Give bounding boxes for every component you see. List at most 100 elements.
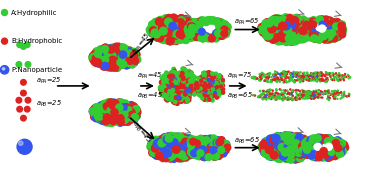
Point <box>187 141 194 144</box>
Point <box>330 140 336 143</box>
Point <box>307 95 313 98</box>
Point <box>314 72 321 75</box>
Point <box>220 88 226 91</box>
Point <box>263 76 269 79</box>
Point <box>303 150 309 153</box>
Point <box>153 154 160 157</box>
Point <box>195 28 201 30</box>
Point <box>304 27 310 30</box>
Point <box>171 94 177 96</box>
Point <box>274 34 280 37</box>
Point <box>282 80 288 83</box>
Point <box>333 25 339 28</box>
Point <box>131 56 137 59</box>
Point <box>192 142 198 144</box>
Point <box>329 32 335 35</box>
Point <box>126 113 132 115</box>
Point <box>274 25 280 28</box>
Point <box>101 103 107 106</box>
Point <box>308 154 314 157</box>
Point <box>267 72 273 75</box>
Point <box>174 72 180 75</box>
Point <box>122 62 128 65</box>
Point <box>163 80 169 83</box>
Point <box>322 92 328 95</box>
Point <box>279 98 285 100</box>
Point <box>333 140 339 143</box>
Point <box>211 149 217 152</box>
Point <box>160 146 166 149</box>
Point <box>316 23 322 26</box>
Point <box>168 71 174 74</box>
Point <box>312 151 318 153</box>
Point <box>265 76 271 79</box>
Point <box>338 79 344 82</box>
Point <box>197 94 203 97</box>
Point <box>325 22 331 25</box>
Point <box>188 71 194 74</box>
Point <box>103 121 109 124</box>
Point <box>272 78 278 81</box>
Point <box>182 154 188 156</box>
Point <box>304 95 310 97</box>
Point <box>200 155 206 158</box>
Point <box>107 48 113 50</box>
Point <box>315 139 321 142</box>
Point <box>121 60 127 63</box>
Point <box>153 139 159 142</box>
Point <box>285 96 291 99</box>
Point <box>193 144 199 146</box>
Point <box>203 87 209 90</box>
Point <box>127 106 133 109</box>
Point <box>298 74 304 77</box>
Point <box>161 85 167 88</box>
Point <box>170 91 177 93</box>
Point <box>202 77 208 80</box>
Point <box>333 142 339 144</box>
Point <box>263 95 269 98</box>
Point <box>190 34 196 37</box>
Point <box>336 144 342 147</box>
Point <box>158 34 164 37</box>
Point <box>185 91 191 94</box>
Point <box>312 76 318 79</box>
Point <box>269 147 275 150</box>
Point <box>319 21 325 24</box>
Point <box>161 36 167 39</box>
Point <box>301 90 307 93</box>
Point <box>338 30 344 33</box>
Point <box>199 150 205 153</box>
Point <box>160 35 166 38</box>
Point <box>300 154 306 157</box>
Point <box>147 28 153 31</box>
Point <box>332 98 338 100</box>
Point <box>95 61 101 64</box>
Point <box>274 138 280 141</box>
Point <box>167 138 173 141</box>
Point <box>116 54 122 56</box>
Point <box>174 32 180 34</box>
Point <box>221 28 227 31</box>
Point <box>215 31 221 34</box>
Point <box>310 142 316 145</box>
Point <box>317 75 323 78</box>
Point <box>187 21 194 24</box>
Point <box>284 37 290 40</box>
Point <box>170 154 176 157</box>
Point <box>320 150 326 153</box>
Point <box>264 30 270 33</box>
Point <box>273 38 279 40</box>
Point <box>290 27 296 30</box>
Point <box>159 76 165 79</box>
Point <box>270 93 276 96</box>
Point <box>269 151 275 154</box>
Point <box>281 75 287 78</box>
Point <box>286 140 292 143</box>
Point <box>315 93 321 96</box>
Point <box>279 154 285 156</box>
Point <box>104 59 110 62</box>
Point <box>326 73 332 76</box>
Point <box>284 81 290 84</box>
Point <box>278 76 284 78</box>
Point <box>166 79 172 81</box>
